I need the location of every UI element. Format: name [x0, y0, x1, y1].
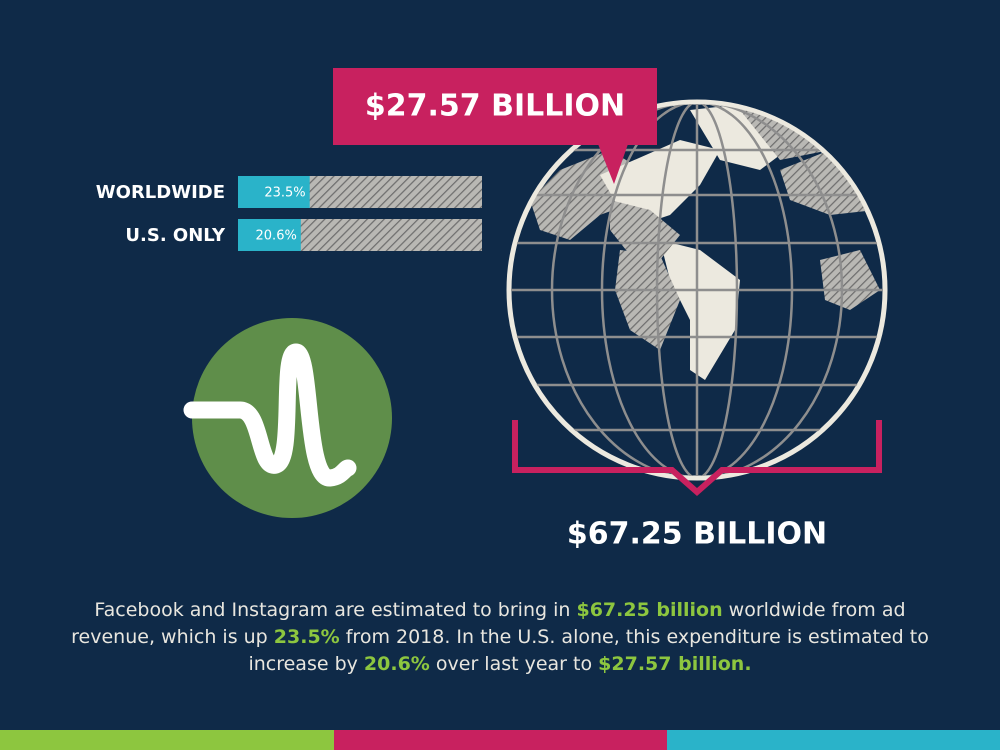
text-run: Facebook and Instagram are estimated to …	[94, 599, 577, 621]
highlight: $27.57 billion.	[598, 653, 752, 675]
callout	[333, 68, 657, 184]
highlight: 20.6%	[363, 653, 430, 675]
bar-value-label: 23.5%	[264, 186, 305, 201]
text-run: over last year to	[429, 653, 599, 675]
highlight: 23.5%	[273, 626, 340, 648]
globe	[506, 99, 888, 481]
text-run: from 2018. In the U.S. alone, this expen…	[248, 626, 929, 675]
bar-value-label: 20.6%	[256, 229, 297, 244]
category-label: U.S. ONLY	[125, 225, 226, 246]
description: Facebook and Instagram are estimated to …	[60, 597, 940, 678]
callout-text: $27.57 BILLION	[365, 89, 625, 124]
bar	[238, 176, 310, 208]
highlight: $67.25 billion	[576, 599, 723, 621]
stripe	[667, 730, 1000, 750]
category-label: WORLDWIDE	[96, 182, 225, 203]
stripe	[334, 730, 667, 750]
text-run: worldwide from ad revenue, which is up	[71, 599, 906, 648]
stripe	[0, 730, 334, 750]
bracket	[512, 420, 882, 496]
logo	[183, 318, 392, 518]
total-text: $67.25 BILLION	[567, 517, 827, 552]
bar	[238, 219, 301, 251]
